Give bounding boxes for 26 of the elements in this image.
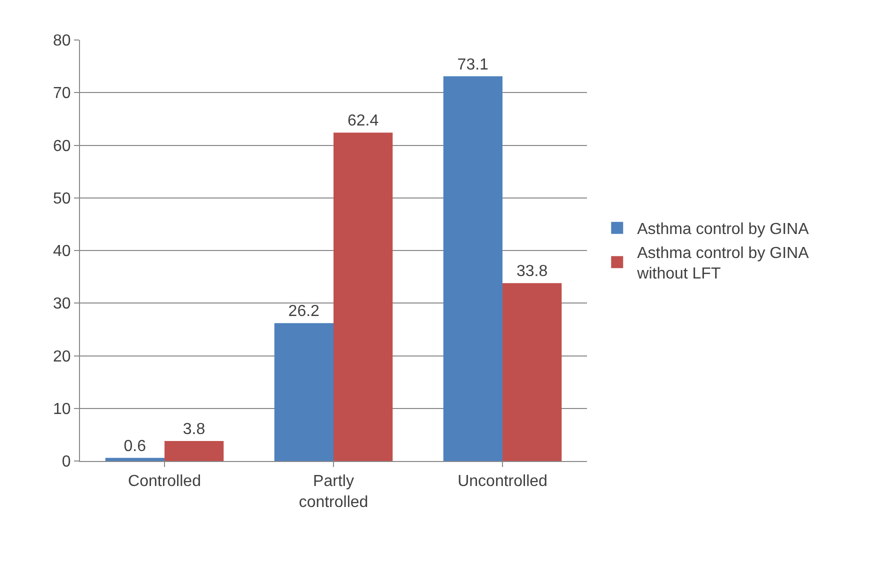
data-label: 26.2	[288, 303, 320, 320]
data-label: 0.6	[124, 438, 146, 455]
bar	[105, 458, 164, 461]
data-label: 33.8	[516, 263, 548, 280]
bar	[334, 132, 393, 461]
data-label: 73.1	[457, 56, 489, 74]
y-tick-label: 60	[53, 138, 71, 155]
data-label: 3.8	[182, 421, 206, 438]
x-tick-label: Controlled	[128, 473, 201, 490]
legend-label: Asthma control by GINA	[637, 221, 810, 238]
y-tick-label: 80	[53, 32, 71, 50]
y-tick-label: 40	[53, 243, 71, 260]
data-label: 62.4	[347, 112, 379, 130]
x-tick-label: Partly controlled	[298, 473, 368, 511]
y-tick-label: 70	[53, 85, 71, 102]
bar	[274, 323, 334, 461]
y-tick-label: 30	[53, 296, 71, 313]
y-tick-label: 0	[62, 454, 71, 471]
bar	[164, 441, 224, 461]
x-tick-label: Uncontrolled	[458, 473, 548, 490]
bar	[502, 283, 562, 461]
bar	[443, 76, 502, 461]
legend-label: Asthma control by GINA without LFT	[636, 244, 810, 283]
y-tick-label: 20	[53, 348, 71, 366]
y-tick-label: 10	[53, 400, 71, 418]
y-tick-label: 50	[53, 190, 71, 208]
